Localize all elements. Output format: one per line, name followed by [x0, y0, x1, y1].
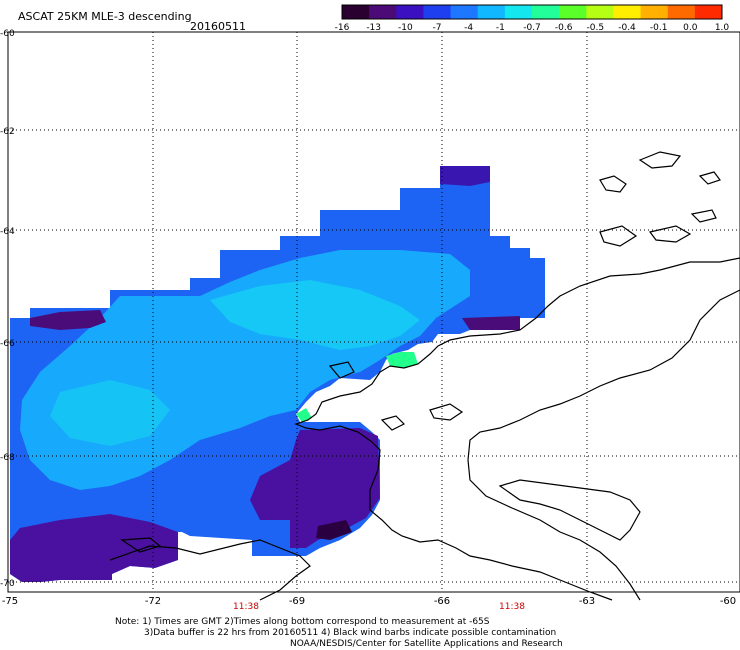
coast-island-ne3 — [698, 171, 721, 185]
map-title: ASCAT 25KM MLE-3 descending — [18, 10, 192, 23]
note-line-1: Note: 1) Times are GMT 2)Times along bot… — [115, 617, 490, 627]
swath-dark-nw — [30, 310, 106, 330]
coast-island-ne2 — [638, 151, 682, 169]
colorbar-swatch — [613, 5, 642, 19]
lon-label: -60 — [720, 596, 736, 607]
coast-island-ne6 — [690, 209, 717, 223]
map-date: 20160511 — [190, 20, 246, 33]
time-labels: 11:38 11:38 — [233, 602, 525, 612]
colorbar-label: -0.5 — [587, 23, 605, 33]
lon-label: -75 — [2, 596, 18, 607]
colorbar-label: -10 — [398, 23, 413, 33]
coast-ice-shelf — [498, 479, 641, 541]
colorbar: -16 -13 -10 -7 -4 -1 -0.7 -0.6 -0.5 -0.4 -0.1 0.0 1.… — [335, 4, 730, 33]
swath-green-patch — [386, 352, 418, 368]
colorbar-swatch — [369, 5, 397, 19]
colorbar-label: -0.6 — [555, 23, 573, 33]
time-label: 11:38 — [233, 602, 259, 612]
map-frame — [7, 31, 740, 593]
colorbar-swatch — [640, 5, 669, 19]
lat-label: -68 — [0, 453, 15, 463]
lat-label: -60 — [0, 29, 15, 39]
colorbar-swatch — [559, 5, 587, 19]
lat-label: -66 — [0, 339, 15, 349]
coast-east — [467, 289, 740, 601]
lon-labels: -75 -72 -69 -66 -63 -60 — [2, 596, 736, 607]
colorbar-swatch — [586, 5, 614, 19]
colorbar-label: 0.0 — [683, 23, 698, 33]
swath-dark-ne — [462, 316, 520, 330]
coast-island-inner — [328, 361, 355, 379]
coast-island-sw2 — [120, 537, 162, 553]
graticule — [8, 31, 740, 592]
coast-island-ne5 — [599, 225, 638, 247]
colorbar-label: -0.4 — [618, 23, 636, 33]
colorbar-swatch — [396, 5, 424, 19]
colorbar-label: -16 — [335, 23, 350, 33]
colorbar-swatch — [450, 5, 479, 19]
time-label: 11:38 — [499, 602, 525, 612]
data-swath — [10, 166, 545, 582]
lon-label: -69 — [289, 596, 305, 607]
coast-peninsula — [294, 257, 740, 601]
swath-dark-north — [440, 166, 490, 186]
colorbar-swatch — [477, 5, 506, 19]
coast-island-se1 — [429, 403, 464, 421]
swath-dark-sw — [10, 514, 178, 582]
colorbar-swatch — [423, 5, 452, 19]
swath-green-patch-2 — [296, 408, 312, 422]
lat-label: -64 — [0, 227, 15, 237]
colorbar-swatch — [694, 5, 723, 19]
colorbar-label: -0.7 — [523, 23, 541, 33]
colorbar-swatch — [532, 5, 560, 19]
swath-darkest-se — [316, 520, 352, 540]
colorbar-frame — [341, 4, 723, 20]
notes: Note: 1) Times are GMT 2)Times along bot… — [115, 617, 563, 649]
lat-labels: -60 -62 -64 -66 -68 -70 — [0, 29, 15, 589]
coast-island-ne — [599, 175, 627, 193]
swath-cyan — [210, 280, 420, 350]
colorbar-swatch — [504, 5, 533, 19]
lon-label: -72 — [145, 596, 161, 607]
colorbar-label: -13 — [366, 23, 381, 33]
lon-label: -66 — [434, 596, 450, 607]
note-line-3: NOAA/NESDIS/Center for Satellite Applica… — [290, 639, 563, 649]
colorbar-label: -0.1 — [650, 23, 668, 33]
colorbar-swatch — [342, 5, 370, 19]
colorbar-label: -1 — [496, 23, 505, 33]
note-line-2: 3)Data buffer is 22 hrs from 20160511 4)… — [144, 628, 556, 638]
coast-island-se2 — [380, 415, 406, 431]
lat-label: -70 — [0, 579, 15, 589]
coastline — [109, 151, 740, 601]
lon-label: -63 — [579, 596, 595, 607]
colorbar-label: 1.0 — [715, 23, 730, 33]
lat-label: -62 — [0, 127, 15, 137]
coast-island-sw — [109, 539, 311, 601]
colorbar-swatch — [667, 5, 696, 19]
coast-island-ne4 — [648, 225, 692, 243]
swath-cyan-2 — [50, 380, 170, 446]
colorbar-label: -4 — [464, 23, 473, 33]
swath-dark-se — [250, 428, 380, 548]
colorbar-label: -7 — [433, 23, 442, 33]
